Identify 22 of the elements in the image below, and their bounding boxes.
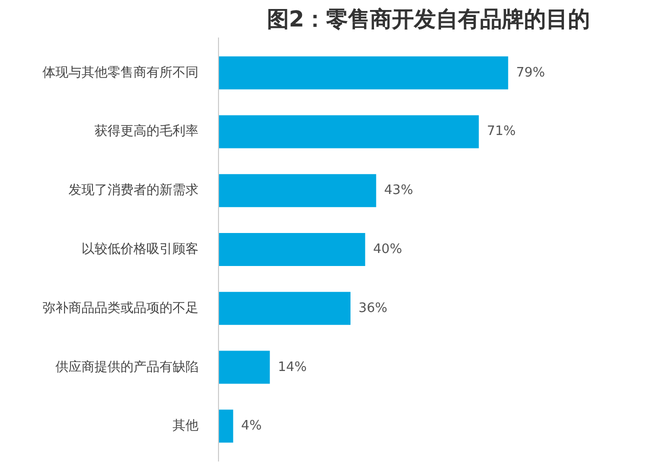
- data-label: 79%: [516, 65, 546, 80]
- bar: [218, 56, 508, 90]
- bar: [218, 350, 270, 384]
- y-tick-label: 弥补商品品类或品项的不足: [42, 300, 198, 316]
- data-label: 36%: [358, 300, 388, 316]
- data-label: 4%: [241, 418, 262, 434]
- data-label: 14%: [278, 360, 307, 375]
- bar: [218, 233, 366, 266]
- bar: [218, 292, 350, 325]
- bar: [218, 410, 234, 443]
- y-tick-label: 发现了消费者的新需求: [68, 183, 198, 198]
- y-tick-label: 其他: [172, 418, 198, 434]
- y-tick-label: 体现与其他零售商有所不同: [42, 65, 198, 80]
- bar: [218, 115, 479, 148]
- y-tick-label: 以较低价格吸引顾客: [82, 241, 198, 257]
- bar: [218, 174, 376, 208]
- data-label: 71%: [486, 124, 516, 140]
- chart-title: 图2：零售商开发自有品牌的目的: [266, 6, 590, 32]
- data-label: 43%: [384, 183, 414, 198]
- y-tick-label: 获得更高的毛利率: [94, 123, 198, 140]
- data-label: 40%: [373, 242, 402, 257]
- y-tick-label: 供应商提供的产品有缺陷: [56, 358, 198, 375]
